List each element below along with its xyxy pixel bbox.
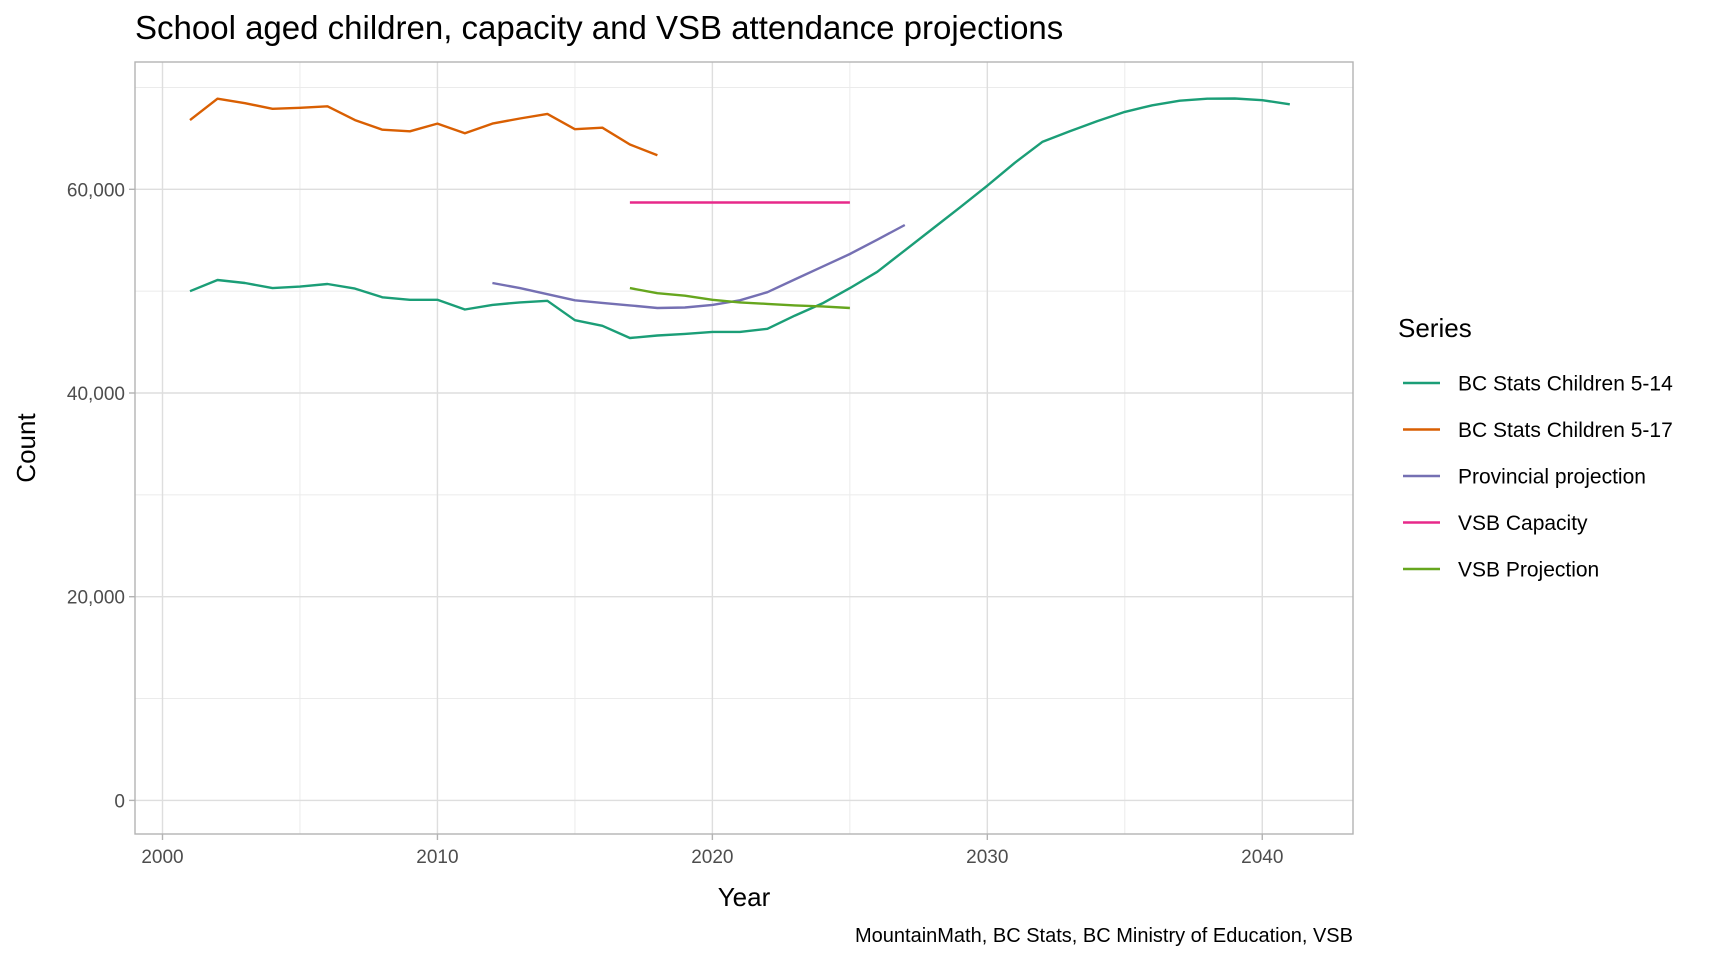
x-axis-title: Year [718, 882, 771, 912]
y-axis: 0 20,000 40,000 60,000 [67, 180, 135, 812]
legend-label-provincial-projection: Provincial projection [1458, 466, 1646, 489]
legend-label-bc-stats-children-5-17: BC Stats Children 5-17 [1458, 419, 1673, 442]
x-tick-label: 2000 [141, 847, 183, 868]
x-tick-label: 2030 [966, 847, 1008, 868]
y-tick-label: 0 [114, 791, 125, 812]
legend-label-vsb-projection: VSB Projection [1458, 559, 1599, 582]
x-axis: 2000 2010 2020 2030 2040 [141, 834, 1283, 868]
panel-border [134, 61, 1354, 835]
y-axis-title: Count [11, 413, 41, 483]
series-line-provincial-projection [492, 223, 906, 310]
plot-panel [135, 62, 1353, 834]
series-line-bc-stats-children-5-14 [189, 97, 1290, 340]
x-tick-label: 2020 [691, 847, 733, 868]
y-tick-label: 20,000 [67, 588, 125, 609]
legend: Series BC Stats Children 5-14 BC Stats Ch… [1398, 313, 1673, 582]
x-tick-label: 2010 [416, 847, 458, 868]
chart-caption: MountainMath, BC Stats, BC Ministry of E… [855, 925, 1353, 947]
series-lines [189, 97, 1290, 340]
x-tick-label: 2040 [1241, 847, 1283, 868]
y-tick-label: 60,000 [67, 180, 125, 201]
major-gridlines [135, 62, 1353, 834]
legend-label-bc-stats-children-5-14: BC Stats Children 5-14 [1458, 373, 1673, 396]
y-tick-label: 40,000 [67, 384, 125, 405]
legend-title: Series [1398, 313, 1472, 343]
minor-gridlines [135, 62, 1353, 834]
series-line-bc-stats-children-5-17 [189, 97, 658, 157]
chart-title: School aged children, capacity and VSB a… [135, 9, 1063, 46]
legend-label-vsb-capacity: VSB Capacity [1458, 512, 1588, 535]
series-line-vsb-projection [629, 286, 850, 310]
